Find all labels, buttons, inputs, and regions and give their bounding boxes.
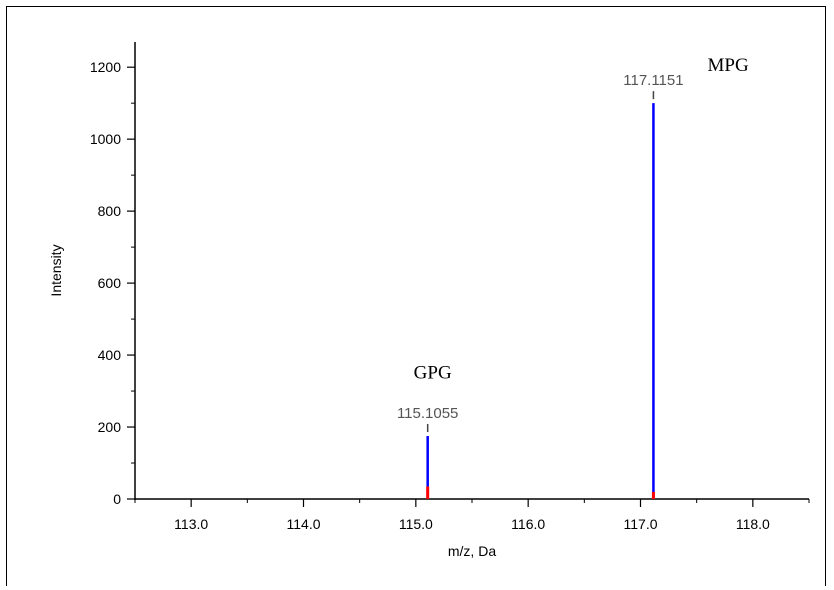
y-tick-label: 1200 [90,59,121,75]
y-tick-label: 800 [98,203,122,219]
y-tick-label: 0 [113,491,121,507]
x-tick-label: 115.0 [399,516,433,532]
peak-label: 117.1151 [623,72,683,89]
y-tick-label: 200 [98,419,122,435]
y-tick-label: 600 [98,275,122,291]
x-tick-label: 116.0 [511,516,545,532]
chart-frame [6,6,826,586]
peak-label: 115.1055 [397,405,458,422]
y-ticks: 0 200 400 600 800 1000 1200 [90,59,135,507]
x-tick-label: 118.0 [736,516,770,532]
compound-annotation: GPG [414,362,452,383]
x-tick-label: 113.0 [174,516,208,532]
x-ticks: 113.0 114.0 115.0 116.0 117.0 118.0 [134,499,810,532]
labels: 115.1055 117.1151 GPG MPG [397,55,749,433]
axes [134,42,809,500]
y-axis-title: Intensity [48,244,64,296]
y-tick-label: 400 [98,347,122,363]
x-tick-label: 117.0 [624,516,658,532]
compound-annotation: MPG [708,55,749,76]
x-axis-title: m/z, Da [448,543,496,559]
peaks [426,103,655,499]
x-tick-label: 114.0 [287,516,321,532]
y-tick-label: 1000 [90,131,121,147]
